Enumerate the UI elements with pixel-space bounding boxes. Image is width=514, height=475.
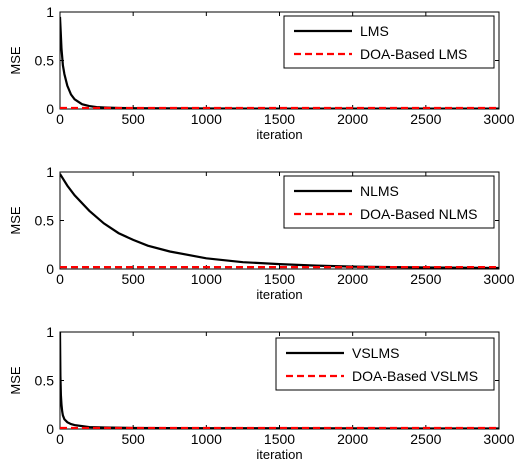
x-axis-label: iteration bbox=[256, 447, 302, 462]
subplot-2: 0 500 1000 1500 2000 2500 3000 0 0.5 1 iteration MS… bbox=[8, 164, 514, 302]
x-tick-label: 1000 bbox=[191, 111, 222, 127]
x-tick-label: 2500 bbox=[410, 111, 441, 127]
legend-label: VSLMS bbox=[352, 345, 399, 361]
legend-box bbox=[283, 15, 495, 69]
legend-label: DOA-Based VSLMS bbox=[352, 368, 478, 384]
y-tick-label: 0.5 bbox=[35, 53, 55, 69]
x-tick-label: 500 bbox=[121, 431, 145, 447]
y-tick-label: 0 bbox=[46, 421, 54, 437]
y-tick-label: 1 bbox=[46, 324, 54, 340]
x-tick-label: 3000 bbox=[483, 271, 514, 287]
series-line-vslms bbox=[60, 332, 499, 429]
x-tick-label: 3000 bbox=[483, 111, 514, 127]
x-tick-label: 1500 bbox=[264, 111, 295, 127]
legend: NLMS DOA-Based NLMS bbox=[283, 175, 495, 229]
y-tick-label: 1 bbox=[46, 4, 54, 20]
x-axis-label: iteration bbox=[256, 127, 302, 142]
x-tick-label: 0 bbox=[56, 111, 64, 127]
x-axis-label: iteration bbox=[256, 287, 302, 302]
series-line-lms bbox=[60, 16, 499, 109]
y-axis-label: MSE bbox=[8, 366, 23, 395]
legend-label: NLMS bbox=[360, 183, 399, 199]
y-axis-label: MSE bbox=[8, 46, 23, 75]
x-tick-label: 1000 bbox=[191, 431, 222, 447]
y-tick-label: 1 bbox=[46, 164, 54, 180]
legend-label: DOA-Based NLMS bbox=[360, 206, 477, 222]
series-line-nlms bbox=[60, 173, 499, 269]
legend-box bbox=[283, 175, 495, 229]
x-tick-label: 3000 bbox=[483, 431, 514, 447]
x-tick-label: 0 bbox=[56, 271, 64, 287]
x-tick-label: 500 bbox=[121, 271, 145, 287]
x-tick-label: 1500 bbox=[264, 271, 295, 287]
x-tick-label: 2500 bbox=[410, 431, 441, 447]
subplot-3: 0 500 1000 1500 2000 2500 3000 0 0.5 1 iteration MS… bbox=[8, 324, 514, 462]
legend-label: DOA-Based LMS bbox=[360, 46, 467, 62]
x-tick-label: 2500 bbox=[410, 271, 441, 287]
x-tick-label: 500 bbox=[121, 111, 145, 127]
legend-label: LMS bbox=[360, 23, 389, 39]
subplot-1: 0 500 1000 1500 2000 2500 3000 0 0.5 1 iteration MS… bbox=[8, 4, 514, 142]
legend-box bbox=[275, 337, 495, 391]
y-axis-label: MSE bbox=[8, 206, 23, 235]
x-tick-label: 2000 bbox=[337, 271, 368, 287]
x-tick-label: 0 bbox=[56, 431, 64, 447]
x-tick-label: 2000 bbox=[337, 431, 368, 447]
y-tick-label: 0.5 bbox=[35, 373, 55, 389]
x-tick-label: 2000 bbox=[337, 111, 368, 127]
legend: VSLMS DOA-Based VSLMS bbox=[275, 337, 495, 391]
y-tick-label: 0 bbox=[46, 101, 54, 117]
legend: LMS DOA-Based LMS bbox=[283, 15, 495, 69]
x-tick-label: 1000 bbox=[191, 271, 222, 287]
y-tick-label: 0.5 bbox=[35, 213, 55, 229]
x-tick-label: 1500 bbox=[264, 431, 295, 447]
y-tick-label: 0 bbox=[46, 261, 54, 277]
